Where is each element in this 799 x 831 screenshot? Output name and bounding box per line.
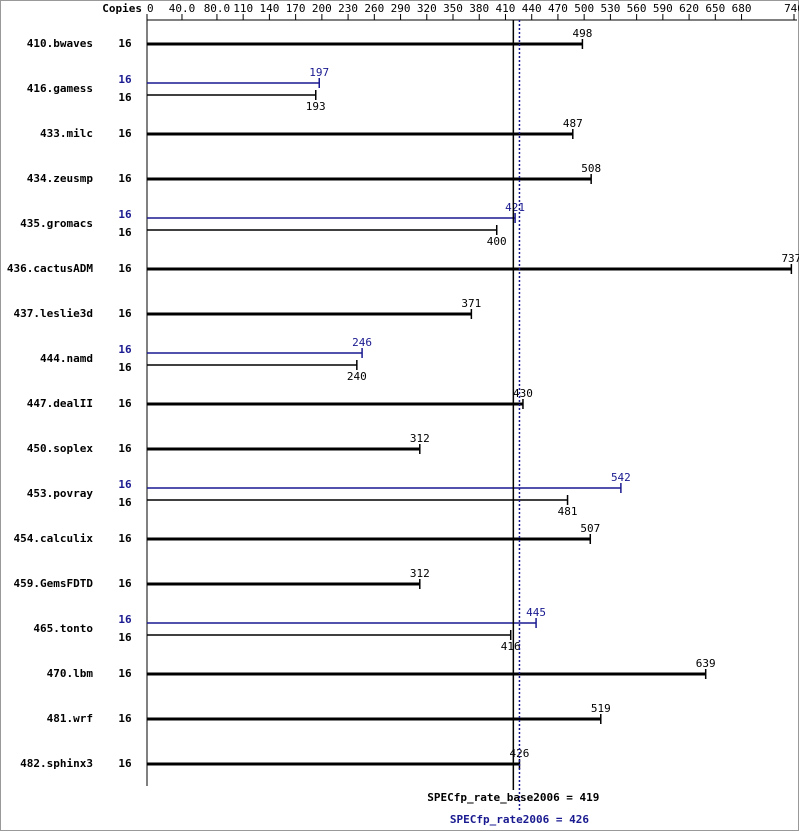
value-label: 312	[410, 567, 430, 580]
copies-label: 16	[118, 91, 132, 104]
x-tick-label: 590	[653, 2, 673, 15]
x-tick-label: 350	[443, 2, 463, 15]
copies-header: Copies	[102, 2, 142, 15]
value-label: 508	[581, 162, 601, 175]
value-label: 246	[352, 336, 372, 349]
value-label: 193	[306, 100, 326, 113]
x-tick-label: 200	[312, 2, 332, 15]
copies-label: 16	[118, 37, 132, 50]
benchmark-label: 436.cactusADM	[7, 262, 93, 275]
benchmark-label: 450.soplex	[27, 442, 94, 455]
value-label: 240	[347, 370, 367, 383]
x-tick-label: 560	[627, 2, 647, 15]
copies-label: 16	[118, 496, 132, 509]
x-tick-label: 170	[286, 2, 306, 15]
copies-label: 16	[118, 226, 132, 239]
value-label: 312	[410, 432, 430, 445]
copies-label: 16	[118, 172, 132, 185]
x-tick-label: 680	[732, 2, 752, 15]
value-label: 519	[591, 702, 611, 715]
copies-label: 16	[118, 307, 132, 320]
x-tick-label: 620	[679, 2, 699, 15]
x-tick-label: 110	[233, 2, 253, 15]
x-tick-label: 140	[259, 2, 279, 15]
x-tick-label: 740	[784, 2, 799, 15]
value-label: 445	[526, 606, 546, 619]
benchmark-label: 433.milc	[40, 127, 93, 140]
x-tick-label: 530	[600, 2, 620, 15]
copies-label: 16	[118, 127, 132, 140]
copies-label: 16	[118, 397, 132, 410]
x-tick-label: 410	[496, 2, 516, 15]
x-tick-label: 470	[548, 2, 568, 15]
copies-label: 16	[118, 631, 132, 644]
benchmark-label: 465.tonto	[33, 622, 93, 635]
benchmark-label: 410.bwaves	[27, 37, 93, 50]
copies-label: 16	[118, 73, 132, 86]
copies-label: 16	[118, 361, 132, 374]
copies-label: 16	[118, 442, 132, 455]
x-tick-label: 230	[338, 2, 358, 15]
value-label: 487	[563, 117, 583, 130]
x-tick-label: 440	[522, 2, 542, 15]
value-label: 507	[580, 522, 600, 535]
x-tick-label: 80.0	[204, 2, 231, 15]
copies-label: 16	[118, 478, 132, 491]
benchmark-label: 447.dealII	[27, 397, 93, 410]
copies-label: 16	[118, 343, 132, 356]
x-tick-label: 290	[391, 2, 411, 15]
value-label: 481	[558, 505, 578, 518]
copies-label: 16	[118, 757, 132, 770]
x-tick-label: 320	[417, 2, 437, 15]
benchmark-label: 459.GemsFDTD	[14, 577, 94, 590]
benchmark-label: 435.gromacs	[20, 217, 93, 230]
benchmark-label: 434.zeusmp	[27, 172, 94, 185]
value-label: 416	[501, 640, 521, 653]
x-tick-label: 40.0	[169, 2, 196, 15]
copies-label: 16	[118, 208, 132, 221]
benchmark-label: 416.gamess	[27, 82, 93, 95]
value-label: 639	[696, 657, 716, 670]
value-label: 371	[461, 297, 481, 310]
benchmark-label: 470.lbm	[47, 667, 94, 680]
value-label: 498	[572, 27, 592, 40]
value-label: 737	[781, 252, 799, 265]
x-tick-label: 260	[364, 2, 384, 15]
copies-label: 16	[118, 667, 132, 680]
x-tick-label: 650	[705, 2, 725, 15]
reference-label: SPECfp_rate_base2006 = 419	[427, 791, 599, 804]
value-label: 197	[309, 66, 329, 79]
benchmark-label: 437.leslie3d	[14, 307, 93, 320]
benchmark-label: 482.sphinx3	[20, 757, 93, 770]
value-label: 421	[505, 201, 525, 214]
value-label: 542	[611, 471, 631, 484]
copies-label: 16	[118, 577, 132, 590]
copies-label: 16	[118, 613, 132, 626]
x-tick-label: 0	[147, 2, 154, 15]
reference-label: SPECfp_rate2006 = 426	[450, 813, 589, 826]
x-tick-label: 380	[469, 2, 489, 15]
value-label: 400	[487, 235, 507, 248]
benchmark-label: 481.wrf	[47, 712, 93, 725]
copies-label: 16	[118, 532, 132, 545]
copies-label: 16	[118, 262, 132, 275]
benchmark-label: 453.povray	[27, 487, 94, 500]
copies-label: 16	[118, 712, 132, 725]
benchmark-label: 444.namd	[40, 352, 93, 365]
x-tick-label: 500	[574, 2, 594, 15]
value-label: 430	[513, 387, 533, 400]
benchmark-label: 454.calculix	[14, 532, 94, 545]
